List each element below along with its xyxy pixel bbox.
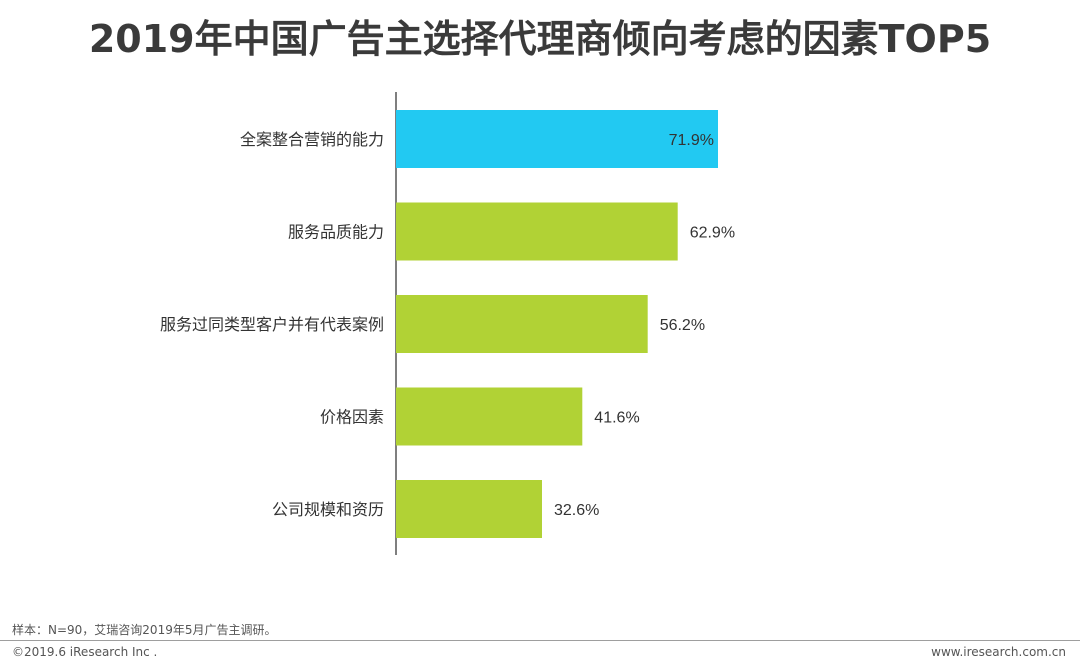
copyright-text: ©2019.6 iResearch Inc .: [12, 645, 158, 659]
value-label: 32.6%: [554, 502, 599, 519]
bar: [396, 295, 648, 353]
value-label: 41.6%: [594, 410, 639, 427]
category-label: 公司规模和资历: [272, 500, 384, 519]
category-label: 价格因素: [320, 408, 384, 427]
value-label: 71.9%: [669, 132, 714, 149]
category-label: 服务品质能力: [288, 223, 384, 242]
category-label: 全案整合营销的能力: [240, 130, 384, 149]
value-label: 56.2%: [660, 317, 705, 334]
bar: [396, 110, 718, 168]
website-url: www.iresearch.com.cn: [931, 645, 1066, 659]
category-label: 服务过同类型客户并有代表案例: [160, 315, 384, 334]
sample-note: 样本：N=90，艾瑞咨询2019年5月广告主调研。: [12, 623, 277, 637]
value-label: 62.9%: [690, 225, 735, 242]
bar: [396, 480, 542, 538]
chart-title: 2019年中国广告主选择代理商倾向考虑的因素TOP5: [88, 17, 992, 61]
bar: [396, 202, 678, 261]
bar: [396, 387, 583, 446]
footer-divider: [0, 640, 1080, 641]
bar-chart: 全案整合营销的能力 71.9% 服务品质能力 62.9% 服务过同类型客户并有代表案例 5…: [160, 92, 735, 555]
